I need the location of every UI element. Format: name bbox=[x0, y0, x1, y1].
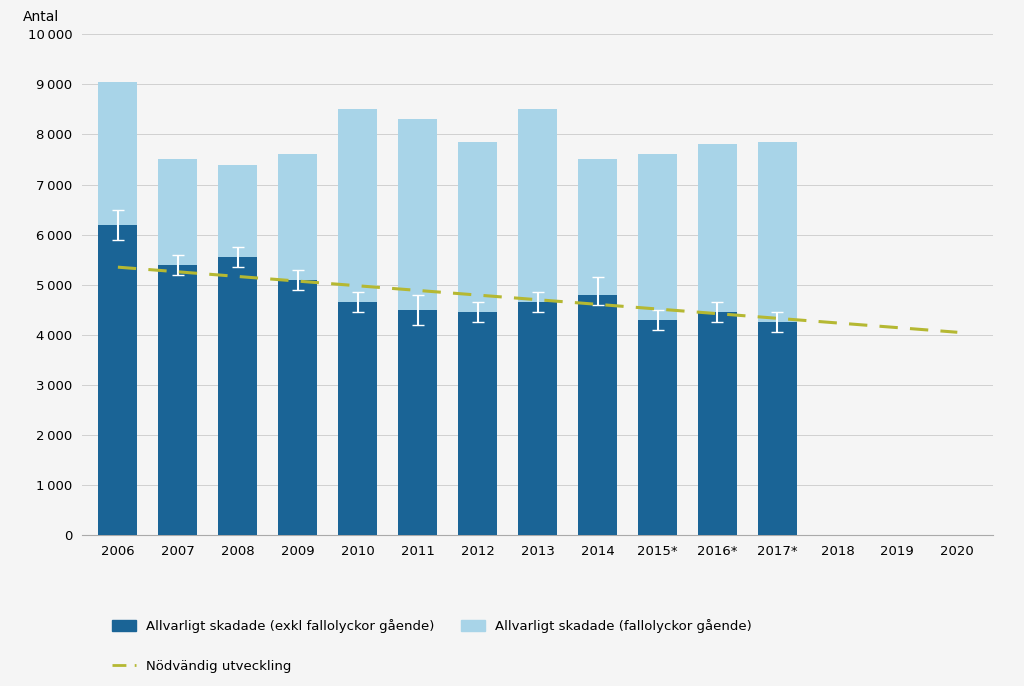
Bar bbox=[98, 82, 137, 224]
Bar bbox=[338, 303, 377, 535]
Bar bbox=[159, 160, 198, 265]
Bar bbox=[698, 145, 737, 312]
Bar bbox=[518, 303, 557, 535]
Text: Antal: Antal bbox=[23, 10, 59, 24]
Bar bbox=[98, 224, 137, 535]
Bar bbox=[579, 160, 617, 295]
Bar bbox=[758, 322, 797, 535]
Bar bbox=[398, 119, 437, 310]
Bar bbox=[758, 142, 797, 322]
Bar bbox=[218, 165, 257, 257]
Bar bbox=[579, 295, 617, 535]
Bar bbox=[638, 154, 677, 320]
Bar bbox=[698, 312, 737, 535]
Legend: Nödvändig utveckling: Nödvändig utveckling bbox=[106, 655, 297, 678]
Bar bbox=[338, 110, 377, 303]
Bar bbox=[279, 280, 317, 535]
Bar bbox=[458, 312, 497, 535]
Bar bbox=[398, 310, 437, 535]
Bar bbox=[458, 142, 497, 312]
Bar bbox=[279, 154, 317, 280]
Bar bbox=[159, 265, 198, 535]
Bar bbox=[218, 257, 257, 535]
Bar bbox=[518, 110, 557, 303]
Bar bbox=[638, 320, 677, 535]
